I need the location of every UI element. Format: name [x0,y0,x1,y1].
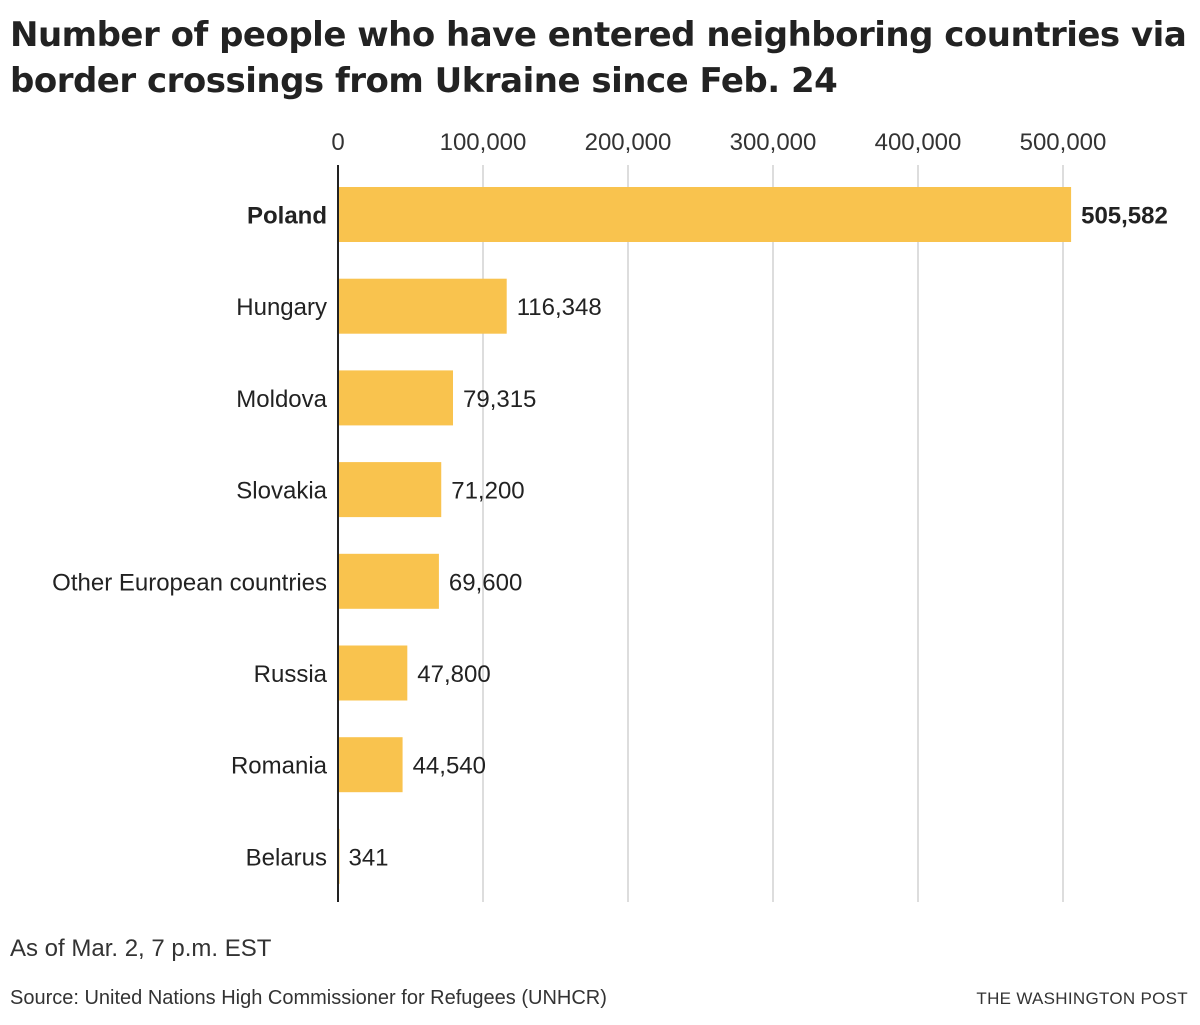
category-label: Belarus [246,844,327,871]
bar-moldova [338,370,454,426]
value-label: 69,600 [449,569,522,596]
bar-poland [338,187,1072,242]
bar-hungary [338,278,507,334]
value-label: 341 [348,844,388,871]
category-label: Other European countries [52,569,327,596]
timestamp-note: As of Mar. 2, 7 p.m. EST [10,935,272,962]
value-label: 44,540 [413,753,486,780]
category-label: Slovakia [236,478,327,505]
category-label: Moldova [236,386,327,413]
x-tick-label: 0 [331,129,344,156]
category-label: Romania [231,753,328,780]
value-label: 71,200 [451,478,524,505]
x-tick-label: 100,000 [440,129,527,156]
category-label: Russia [254,661,328,688]
x-tick-label: 200,000 [585,129,672,156]
value-label: 116,348 [517,294,602,321]
x-tick-label: 300,000 [730,129,817,156]
source-note: Source: United Nations High Commissioner… [10,987,607,1009]
value-label: 79,315 [463,386,536,413]
bar-russia [338,645,408,701]
bar-romania [338,737,403,793]
publisher-credit: THE WASHINGTON POST [976,989,1188,1008]
bar-other-european-countries [338,553,439,609]
x-tick-label: 500,000 [1020,129,1107,156]
category-label: Hungary [236,294,327,321]
chart-title: Number of people who have entered neighb… [10,15,1187,101]
bar-chart: 0 100,000 200,000 300,000 400,000 500,000 Pola… [52,129,1168,902]
category-label: Poland [247,203,327,230]
x-tick-label: 400,000 [875,129,962,156]
bar-slovakia [338,462,442,518]
value-label: 505,582 [1081,203,1168,230]
value-label: 47,800 [417,661,490,688]
